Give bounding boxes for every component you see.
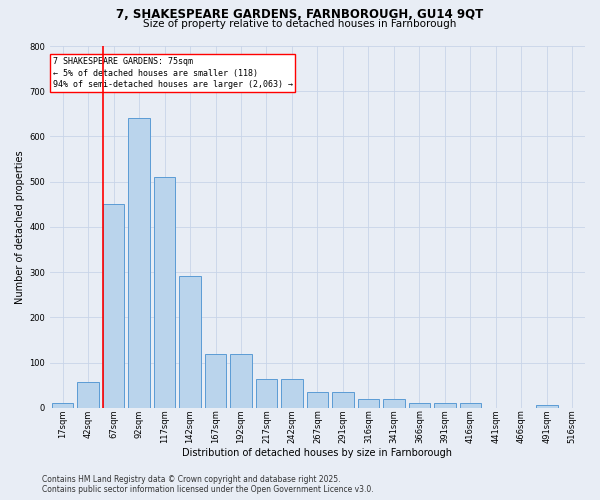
Bar <box>179 276 201 408</box>
Y-axis label: Number of detached properties: Number of detached properties <box>15 150 25 304</box>
Bar <box>205 354 226 408</box>
Text: 7, SHAKESPEARE GARDENS, FARNBOROUGH, GU14 9QT: 7, SHAKESPEARE GARDENS, FARNBOROUGH, GU1… <box>116 8 484 20</box>
Bar <box>409 404 430 408</box>
Bar <box>281 378 303 408</box>
Bar <box>358 399 379 408</box>
Bar <box>536 405 557 408</box>
Bar <box>230 354 252 408</box>
Bar <box>383 399 405 408</box>
Bar <box>52 402 73 408</box>
Bar <box>460 404 481 408</box>
Text: Size of property relative to detached houses in Farnborough: Size of property relative to detached ho… <box>143 19 457 29</box>
Text: 7 SHAKESPEARE GARDENS: 75sqm
← 5% of detached houses are smaller (118)
94% of se: 7 SHAKESPEARE GARDENS: 75sqm ← 5% of det… <box>53 57 293 90</box>
Bar <box>77 382 99 408</box>
Bar <box>332 392 354 408</box>
X-axis label: Distribution of detached houses by size in Farnborough: Distribution of detached houses by size … <box>182 448 452 458</box>
Bar <box>307 392 328 408</box>
Bar <box>103 204 124 408</box>
Bar <box>256 378 277 408</box>
Bar <box>434 404 455 408</box>
Bar <box>154 177 175 408</box>
Text: Contains HM Land Registry data © Crown copyright and database right 2025.
Contai: Contains HM Land Registry data © Crown c… <box>42 474 374 494</box>
Bar <box>128 118 150 408</box>
